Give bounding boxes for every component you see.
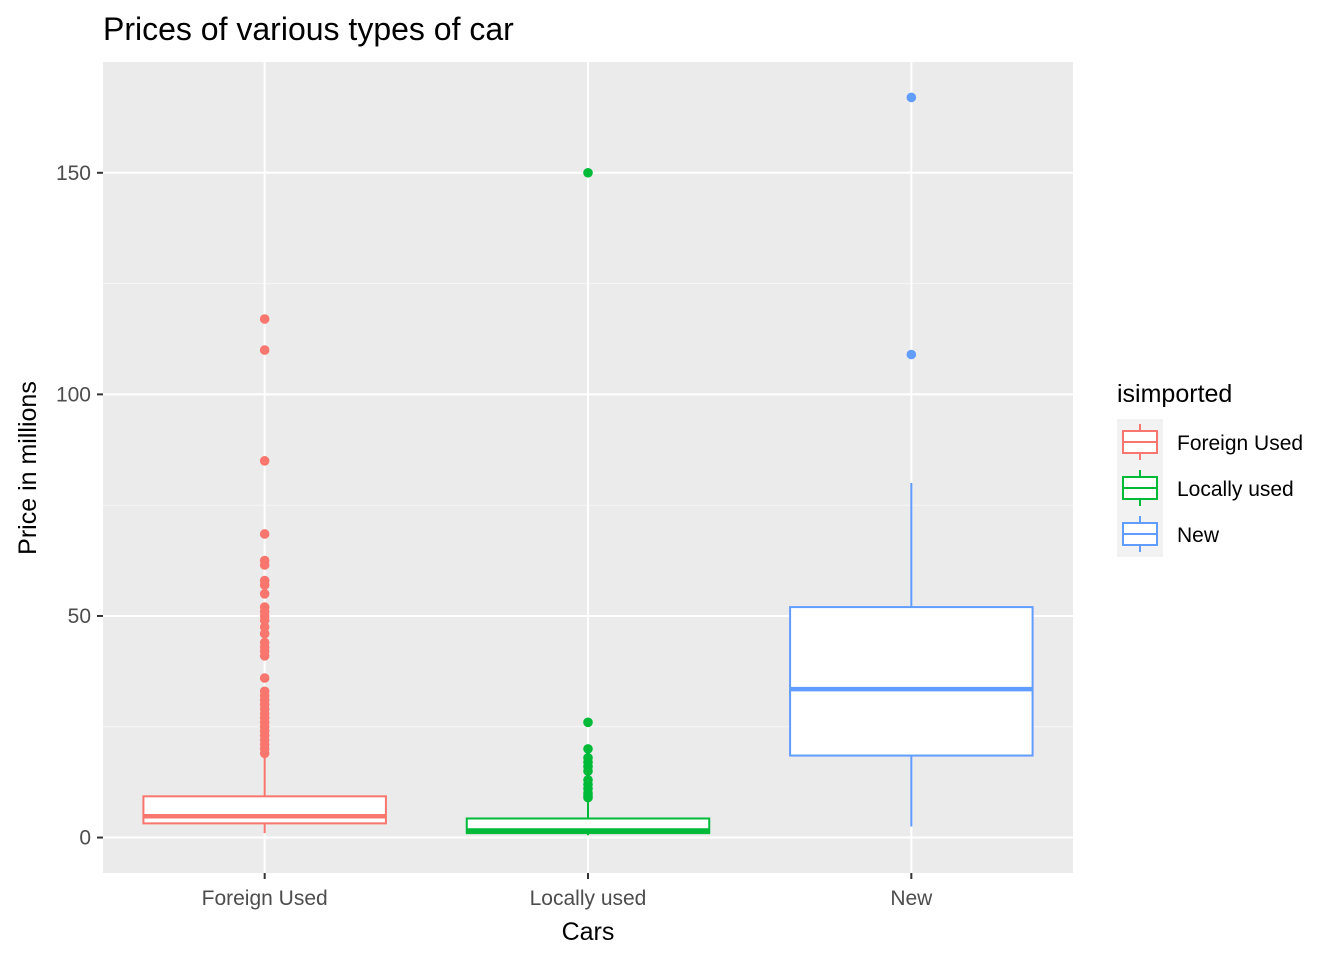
legend-item: New — [1117, 511, 1220, 557]
x-axis-title: Cars — [562, 918, 615, 946]
outlier-point — [583, 167, 593, 178]
outlier-point — [259, 456, 270, 466]
legend-label: New — [1177, 524, 1220, 547]
outlier-point — [259, 651, 270, 661]
boxplot-locally-used — [465, 167, 711, 836]
y-tick-label: 150 — [56, 162, 91, 185]
outlier-point — [583, 766, 593, 776]
boxplot-foreign-used — [142, 314, 387, 834]
outlier-point — [259, 622, 270, 632]
outlier-point — [583, 717, 593, 728]
legend-label: Foreign Used — [1177, 432, 1303, 455]
boxplots — [142, 92, 1034, 836]
x-tick-label: New — [890, 887, 933, 910]
outlier-point — [259, 580, 270, 590]
outlier-point — [583, 744, 593, 754]
legend-label: Locally used — [1177, 478, 1294, 501]
y-tick-label: 0 — [79, 827, 91, 850]
legend-title: isimported — [1117, 380, 1232, 408]
box — [789, 606, 1034, 757]
outlier-point — [583, 792, 593, 803]
y-axis-title: Price in millions — [14, 381, 42, 555]
outlier-point — [259, 748, 270, 759]
y-tick-label: 50 — [68, 605, 91, 628]
outlier-point — [259, 345, 270, 355]
outlier-point — [259, 628, 270, 639]
outlier-point — [259, 529, 270, 539]
box — [142, 795, 387, 825]
outlier-point — [259, 560, 270, 570]
legend-item: Foreign Used — [1117, 419, 1303, 465]
outlier-point — [259, 615, 270, 626]
outlier-point — [906, 349, 917, 360]
x-axis: Foreign Used Locally used New — [202, 873, 933, 910]
x-tick-label: Foreign Used — [202, 887, 328, 910]
y-tick-label: 100 — [56, 383, 91, 406]
boxplot-new — [789, 92, 1034, 827]
legend: isimported Foreign Used Locally used New — [1117, 380, 1303, 557]
outlier-point — [259, 589, 270, 599]
outlier-point — [259, 314, 270, 324]
x-tick-label: Locally used — [530, 887, 647, 910]
y-axis: 0 50 100 150 — [56, 162, 103, 850]
outlier-point — [259, 673, 270, 683]
outlier-point — [906, 92, 917, 103]
legend-item: Locally used — [1117, 465, 1294, 511]
chart-title: Prices of various types of car — [103, 11, 514, 47]
